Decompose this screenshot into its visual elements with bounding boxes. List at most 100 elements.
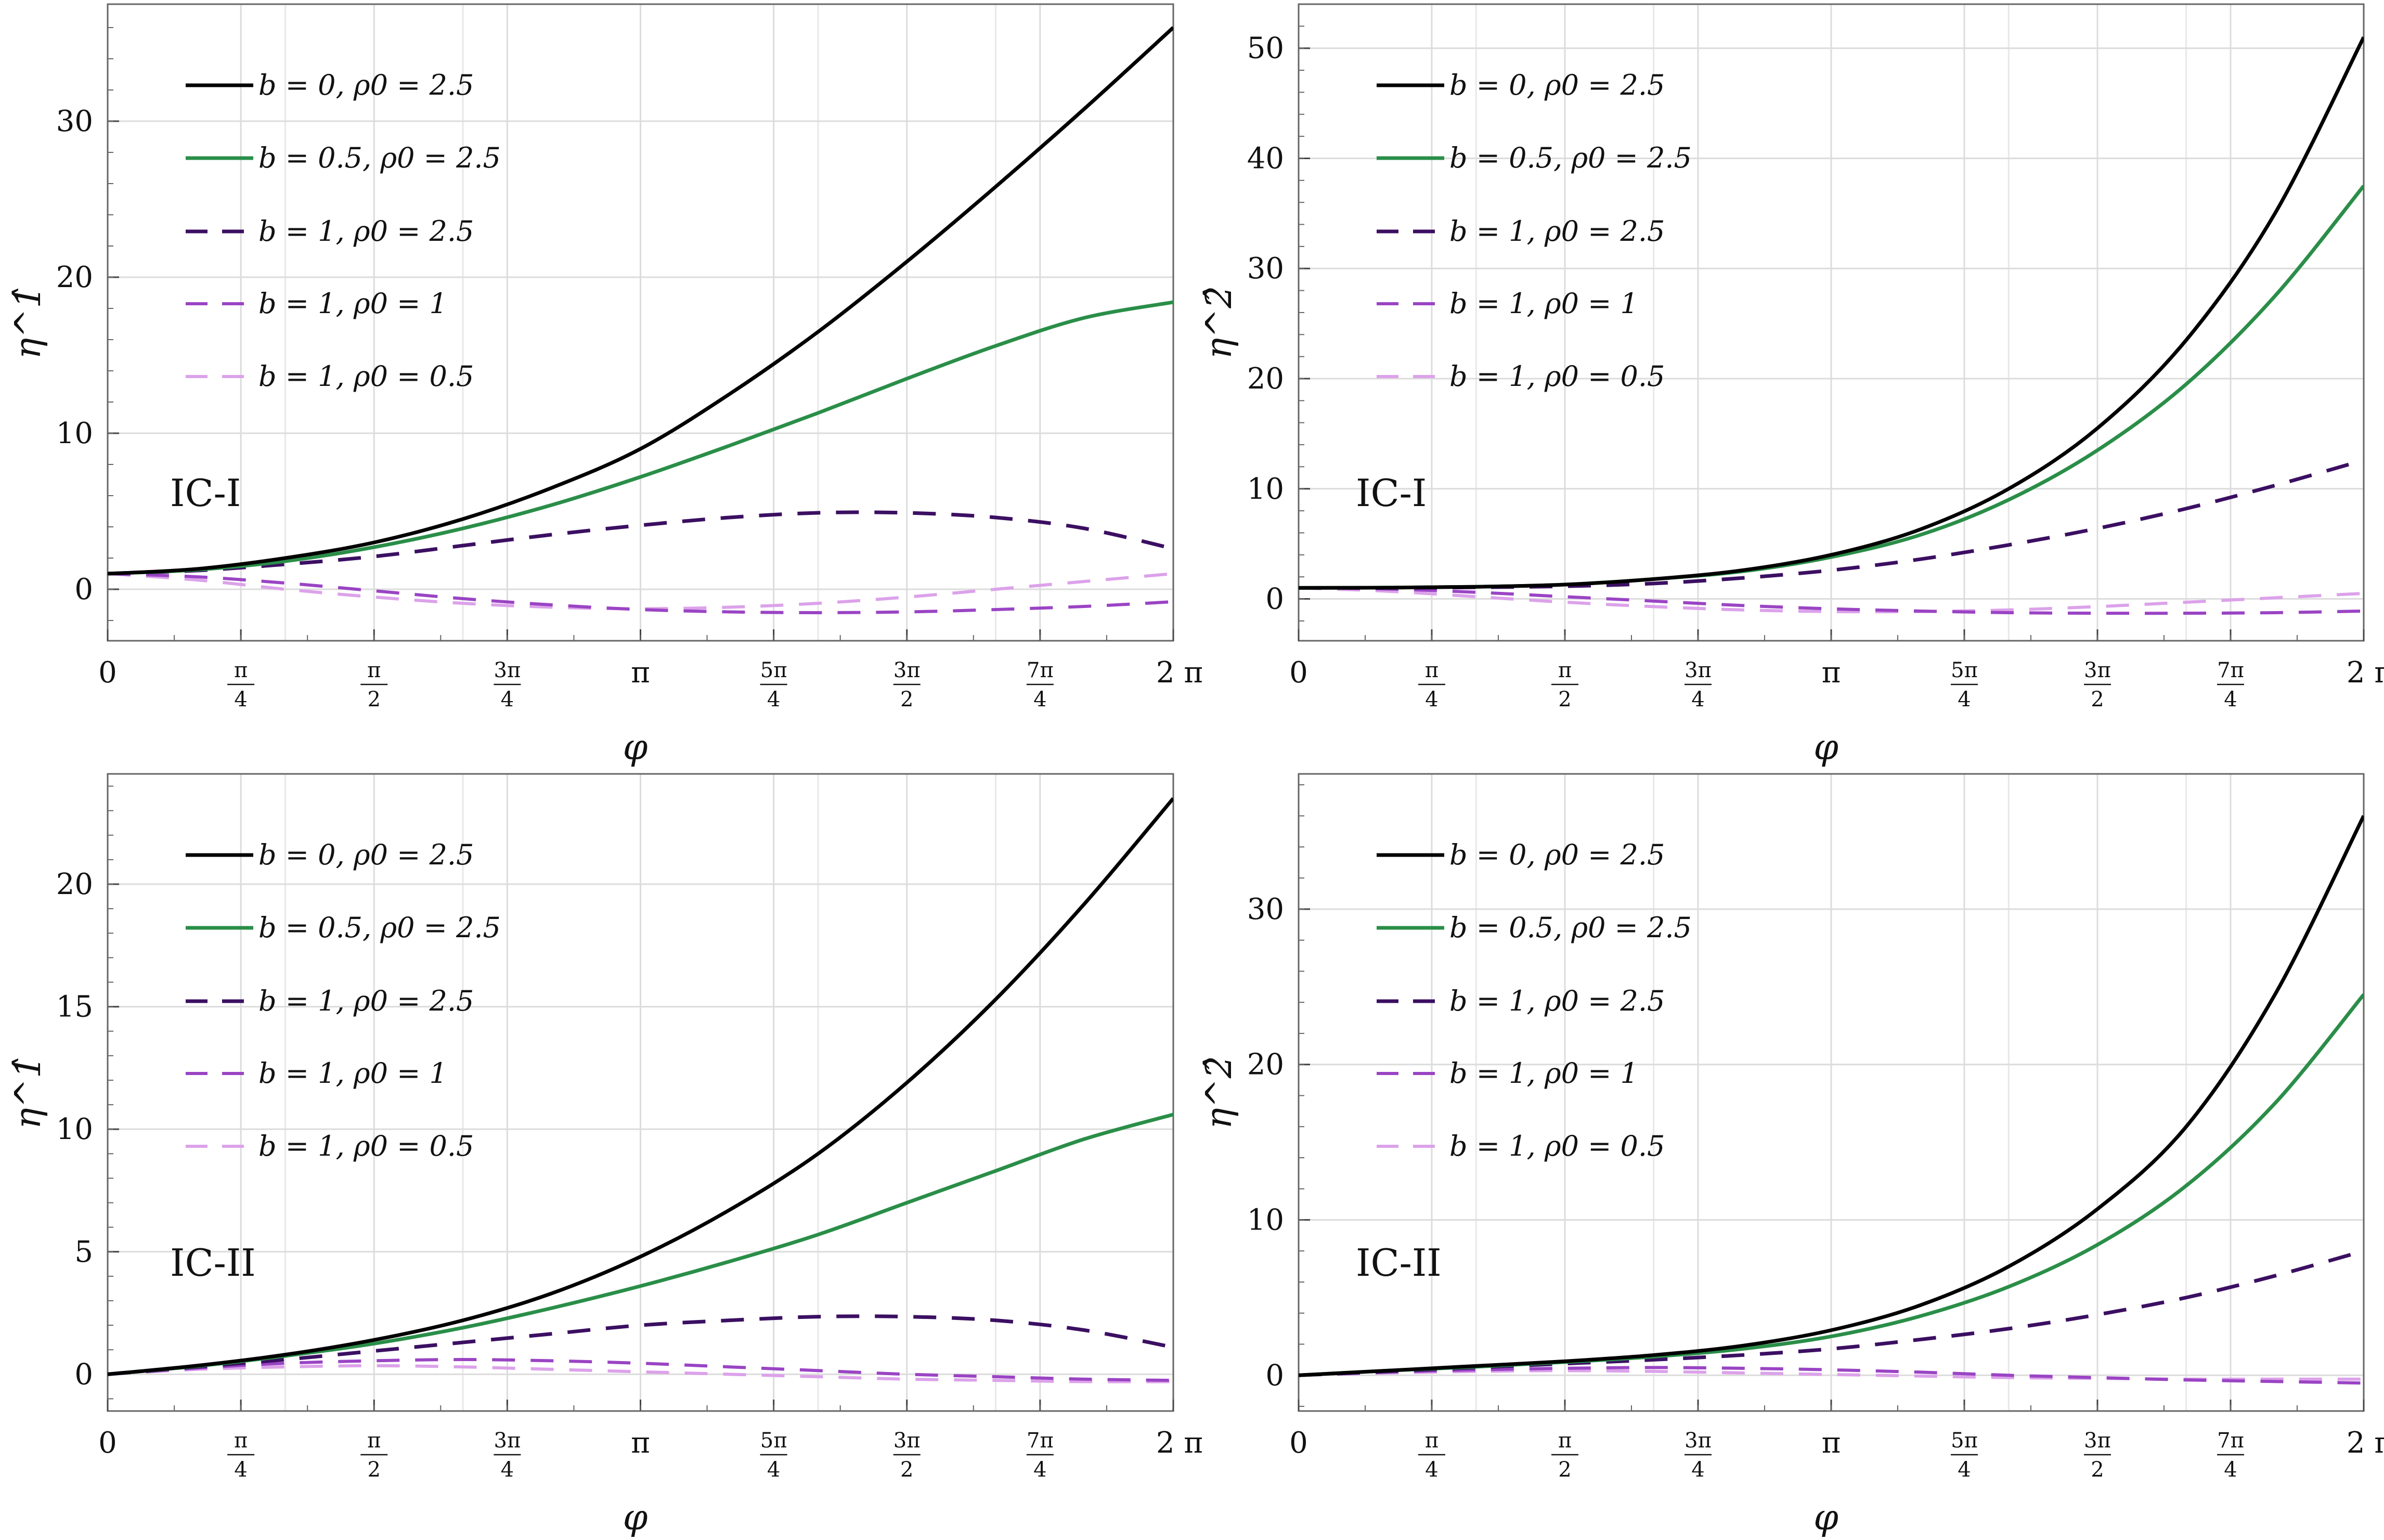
legend-label: b = 1, ρ0 = 0.5 <box>258 1130 474 1162</box>
y-tick-label: 20 <box>1247 1048 1284 1082</box>
x-tick-label-denominator: 4 <box>501 688 514 711</box>
x-tick-label-denominator: 2 <box>2091 688 2104 711</box>
x-tick-label-numerator: 3π <box>1685 658 1712 682</box>
x-tick-label: 0 <box>1289 1426 1308 1460</box>
y-tick-label: 10 <box>1247 472 1284 506</box>
legend-label: b = 0.5, ρ0 = 2.5 <box>1449 911 1692 944</box>
legend-label: b = 0, ρ0 = 2.5 <box>258 69 474 101</box>
y-axis-label: η^2̂ <box>1199 1056 1240 1129</box>
x-tick-label-denominator: 2 <box>2091 1458 2104 1482</box>
series-line <box>108 1314 1173 1376</box>
y-tick-label: 10 <box>56 417 93 450</box>
y-tick-label: 0 <box>1265 583 1284 616</box>
x-tick-label-numerator: π <box>1558 1429 1572 1453</box>
panel-top-left: 0 10 20 30 0 π 4 π 2 3π 4 π 5π 4 3π 2 7π 4 2 π φ η^1̂ b = 0, … <box>8 3 1203 768</box>
y-tick-label: 5 <box>74 1235 93 1269</box>
y-tick-label: 20 <box>1247 362 1284 396</box>
x-tick-label-denominator: 2 <box>900 1458 913 1482</box>
legend-label: b = 1, ρ0 = 1 <box>1449 1057 1638 1090</box>
series-line <box>108 510 1173 576</box>
y-tick-label: 15 <box>56 990 93 1024</box>
legend-label: b = 0, ρ0 = 2.5 <box>258 838 474 871</box>
x-tick-label-denominator: 4 <box>1425 688 1438 711</box>
x-tick-label-numerator: 5π <box>760 1429 787 1453</box>
series-line <box>108 572 1173 611</box>
legend-label: b = 1, ρ0 = 0.5 <box>258 360 474 393</box>
x-tick-label-numerator: 5π <box>1951 1429 1978 1453</box>
x-tick-label-numerator: 3π <box>893 1429 921 1453</box>
series-line <box>1299 36 2364 590</box>
x-tick-label-denominator: 4 <box>1691 1458 1704 1482</box>
x-tick-label-denominator: 2 <box>1558 1458 1571 1482</box>
y-tick-label: 30 <box>1247 252 1284 286</box>
x-tick-label-denominator: 4 <box>1691 688 1704 711</box>
legend-label: b = 1, ρ0 = 1 <box>258 287 447 320</box>
legend-label: b = 1, ρ0 = 2.5 <box>258 985 474 1017</box>
x-tick-label-numerator: 3π <box>2084 1429 2111 1453</box>
x-tick-label: 0 <box>98 656 117 690</box>
x-tick-label-numerator: π <box>234 1429 248 1453</box>
series-line <box>108 1358 1173 1382</box>
panel-tag: IC-II <box>1356 1241 1442 1285</box>
x-tick-label-numerator: 3π <box>1685 1429 1712 1453</box>
legend-label: b = 1, ρ0 = 2.5 <box>1449 215 1665 248</box>
x-axis-label: φ <box>1813 1497 1838 1538</box>
y-tick-label: 40 <box>1247 141 1284 175</box>
x-tick-label-numerator: 3π <box>494 658 521 682</box>
series-line <box>1299 458 2364 590</box>
x-tick-label-denominator: 2 <box>368 688 381 711</box>
x-tick-label-denominator: 4 <box>1958 688 1971 711</box>
x-tick-label-numerator: π <box>367 1429 381 1453</box>
x-tick-label-denominator: 4 <box>2224 688 2237 711</box>
y-axis-label: η^1̂ <box>8 1056 49 1129</box>
series-line <box>1299 586 2364 614</box>
x-tick-label-numerator: π <box>1558 658 1572 682</box>
panel-top-right: 0 10 20 30 40 50 0 π 4 π 2 3π 4 π 5π 4 3π 2 7π 4 2 π φ η^2̂ b =… <box>1199 3 2384 768</box>
y-axis-label: η^2̂ <box>1199 286 1240 359</box>
panel-tag: IC-II <box>170 1241 256 1285</box>
panel-tag: IC-I <box>1356 471 1427 515</box>
x-tick-label: π <box>631 656 650 690</box>
x-tick-label-numerator: 7π <box>1027 1429 1054 1453</box>
legend-label: b = 1, ρ0 = 0.5 <box>1449 1130 1665 1162</box>
x-tick-label: 2 π <box>1156 656 1203 690</box>
x-axis-label: φ <box>623 1497 648 1538</box>
x-tick-label-numerator: π <box>367 658 381 682</box>
x-tick-label: π <box>1822 1426 1841 1460</box>
x-tick-label-denominator: 4 <box>767 688 780 711</box>
x-tick-label-numerator: π <box>234 658 248 682</box>
y-tick-label: 50 <box>1247 32 1284 66</box>
series-line <box>1299 1249 2364 1377</box>
series-line <box>108 797 1173 1376</box>
x-tick-label-numerator: 3π <box>2084 658 2111 682</box>
series-line <box>108 300 1173 576</box>
legend-label: b = 0.5, ρ0 = 2.5 <box>1449 141 1692 174</box>
x-tick-label-denominator: 4 <box>1425 1458 1438 1482</box>
x-tick-label-numerator: 7π <box>2217 1429 2244 1453</box>
x-tick-label-numerator: 5π <box>1951 658 1978 682</box>
y-tick-label: 10 <box>56 1112 93 1146</box>
series-line <box>1299 586 2364 615</box>
legend-label: b = 1, ρ0 = 0.5 <box>1449 360 1665 393</box>
y-tick-label: 10 <box>1247 1203 1284 1237</box>
x-tick-label-denominator: 4 <box>1033 1458 1046 1482</box>
y-tick-label: 0 <box>74 1357 93 1391</box>
x-axis-label: φ <box>1813 727 1838 768</box>
x-tick-label-denominator: 4 <box>501 1458 514 1482</box>
x-tick-label-denominator: 4 <box>767 1458 780 1482</box>
y-tick-label: 30 <box>56 105 93 138</box>
series-line <box>108 572 1173 615</box>
x-tick-label-denominator: 2 <box>1558 688 1571 711</box>
legend-label: b = 0.5, ρ0 = 2.5 <box>258 141 501 174</box>
x-tick-label-denominator: 4 <box>1033 688 1046 711</box>
legend-label: b = 1, ρ0 = 2.5 <box>1449 985 1665 1017</box>
x-tick-label-denominator: 2 <box>900 688 913 711</box>
x-tick-label-denominator: 4 <box>234 688 247 711</box>
series-line <box>1299 815 2364 1377</box>
x-tick-label: 2 π <box>1156 1426 1203 1460</box>
x-tick-label-numerator: 7π <box>1027 658 1054 682</box>
panel-bottom-right: 0 10 20 30 0 π 4 π 2 3π 4 π 5π 4 3π 2 7π 4 2 π φ η^2̂ b = 0, … <box>1199 773 2384 1538</box>
x-tick-label-denominator: 4 <box>2224 1458 2237 1482</box>
